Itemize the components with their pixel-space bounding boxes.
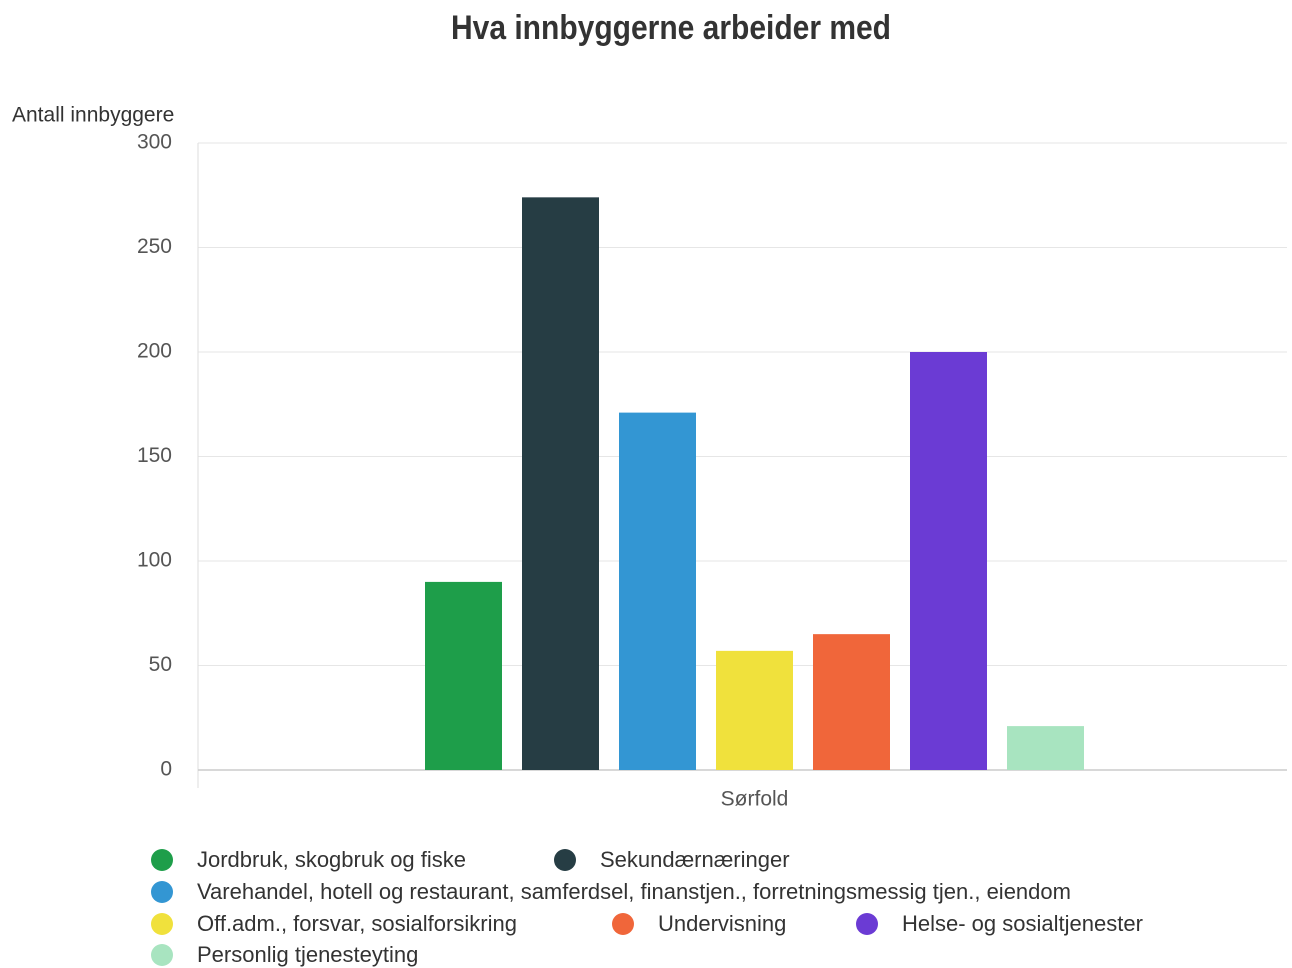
legend-marker bbox=[151, 913, 173, 935]
legend-label: Jordbruk, skogbruk og fiske bbox=[197, 847, 466, 872]
y-tick-label: 0 bbox=[160, 758, 172, 781]
bar bbox=[1007, 726, 1084, 770]
legend-label: Personlig tjenesteyting bbox=[197, 942, 418, 967]
bar bbox=[619, 412, 696, 770]
y-axis-title: Antall innbyggere bbox=[12, 104, 174, 127]
y-tick-label: 200 bbox=[137, 340, 172, 363]
y-tick-label: 100 bbox=[137, 549, 172, 572]
legend-label: Helse- og sosialtjenester bbox=[902, 911, 1143, 936]
legend-marker bbox=[151, 881, 173, 903]
bar bbox=[425, 581, 502, 770]
y-tick-label: 150 bbox=[137, 444, 172, 467]
bar bbox=[910, 352, 987, 770]
legend-marker bbox=[554, 849, 576, 871]
legend-label: Off.adm., forsvar, sosialforsikring bbox=[197, 911, 517, 936]
legend-marker bbox=[612, 913, 634, 935]
legend-marker bbox=[151, 944, 173, 966]
bar bbox=[716, 650, 793, 770]
legend-label: Sekundærnæringer bbox=[600, 847, 790, 872]
bar bbox=[522, 197, 599, 771]
legend-marker bbox=[151, 849, 173, 871]
chart-title: Hva innbyggerne arbeider med bbox=[451, 9, 891, 47]
legend-label: Varehandel, hotell og restaurant, samfer… bbox=[197, 879, 1071, 904]
legend-marker bbox=[856, 913, 878, 935]
y-tick-label: 50 bbox=[149, 653, 172, 676]
y-tick-label: 250 bbox=[137, 235, 172, 258]
x-tick-label: Sørfold bbox=[721, 788, 789, 811]
bar bbox=[813, 634, 890, 770]
y-tick-label: 300 bbox=[137, 131, 172, 154]
legend-label: Undervisning bbox=[658, 911, 786, 936]
